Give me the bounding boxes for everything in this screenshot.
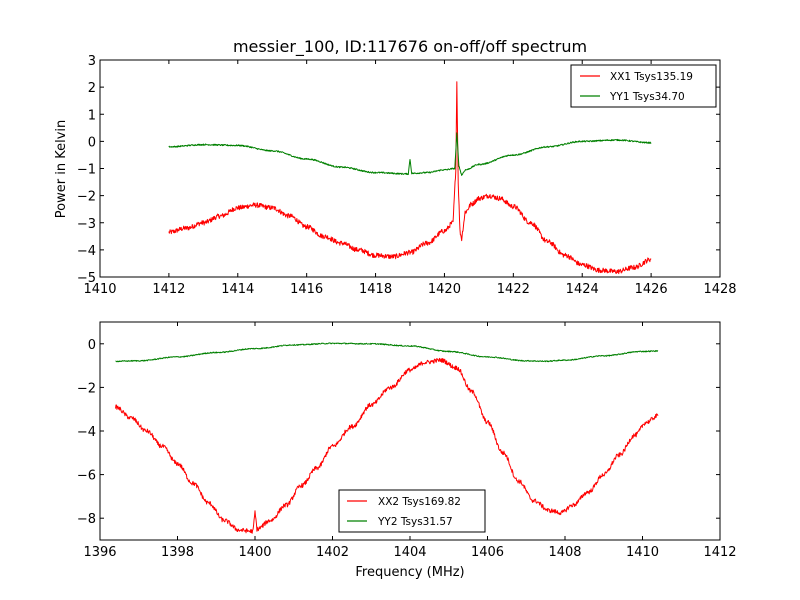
top-x-tick-label: 1414 [221, 282, 254, 297]
top-x-tick-label: 1410 [83, 282, 116, 297]
top-series-line-yy1 [168, 132, 652, 176]
legend-label-yy2: YY2 Tsys31.57 [377, 516, 453, 528]
bottom-legend: XX2 Tsys169.82 YY2 Tsys31.57 [338, 489, 486, 533]
bottom-x-tick-label: 1402 [316, 545, 349, 560]
bottom-x-tick-label: 1408 [548, 545, 581, 560]
top-y-tick-label: 2 [88, 81, 96, 96]
top-x-tick-label: 1412 [152, 282, 185, 297]
bottom-x-tick-label: 1412 [703, 545, 736, 560]
top-y-tick-label: −4 [77, 244, 96, 259]
top-x-tick-label: 1420 [428, 282, 461, 297]
bottom-series-line-xx2 [115, 357, 659, 534]
top-y-tick-label: −5 [77, 271, 96, 286]
bottom-y-tick-label: −4 [77, 425, 96, 440]
bottom-axes-frame [99, 321, 721, 541]
bottom-x-tick-label: 1410 [626, 545, 659, 560]
top-y-tick-label: 3 [88, 54, 96, 69]
bottom-x-tick-label: 1398 [161, 545, 194, 560]
bottom-series-layer [115, 342, 659, 534]
legend-label-xx2: XX2 Tsys169.82 [378, 496, 461, 508]
top-y-tick-label: −3 [77, 217, 96, 232]
top-series-line-xx1 [168, 81, 652, 275]
top-legend: XX1 Tsys135.19 YY1 Tsys34.70 [570, 64, 717, 108]
bottom-series-line-yy2 [115, 342, 659, 363]
bottom-axes: Frequency (MHz) 1396 1398 1400 1402 1404 1406… [77, 321, 737, 580]
bottom-x-tick-label: 1396 [83, 545, 116, 560]
top-y-tick-label: −2 [77, 190, 96, 205]
top-axes: messier_100, ID:117676 on-off/off spectr… [54, 37, 737, 297]
top-legend-box [570, 64, 717, 108]
top-y-tick-label: 1 [88, 108, 96, 123]
bottom-x-tick-label: 1404 [393, 545, 426, 560]
top-x-tick-label: 1422 [497, 282, 530, 297]
bottom-y-tick-label: −8 [77, 512, 96, 527]
y-axis-label: Power in Kelvin [54, 120, 69, 218]
top-y-tick-label: 0 [88, 135, 96, 150]
top-x-tick-label: 1428 [703, 282, 736, 297]
top-axes-frame [99, 59, 721, 278]
top-y-tick-label: −1 [77, 163, 96, 178]
top-x-tick-label: 1418 [359, 282, 392, 297]
bottom-legend-box [338, 489, 486, 533]
chart-title: messier_100, ID:117676 on-off/off spectr… [233, 37, 587, 57]
x-axis-label: Frequency (MHz) [355, 565, 464, 580]
legend-label-yy1: YY1 Tsys34.70 [609, 91, 685, 103]
top-x-tick-label: 1426 [635, 282, 668, 297]
bottom-x-tick-label: 1406 [471, 545, 504, 560]
top-tick-layer: 1410 1412 1414 1416 1418 1420 1422 1424 1426 1428… [77, 54, 737, 297]
bottom-x-tick-label: 1400 [238, 545, 271, 560]
top-series-layer [168, 81, 652, 275]
bottom-y-tick-label: 0 [88, 338, 96, 353]
top-x-tick-label: 1416 [290, 282, 323, 297]
top-x-tick-label: 1424 [566, 282, 599, 297]
legend-label-xx1: XX1 Tsys135.19 [610, 71, 693, 83]
bottom-y-tick-label: −6 [77, 469, 96, 484]
bottom-y-tick-label: −2 [77, 381, 96, 396]
bottom-tick-layer: 1396 1398 1400 1402 1404 1406 1408 1410 1412 −8 −6… [77, 322, 737, 560]
